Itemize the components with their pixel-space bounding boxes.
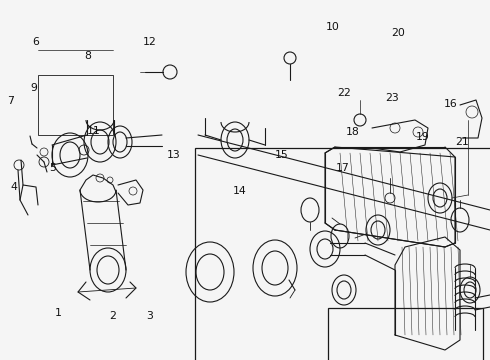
Text: 1: 1: [54, 308, 61, 318]
Text: 5: 5: [49, 163, 56, 174]
Text: 21: 21: [455, 137, 468, 147]
Text: 10: 10: [326, 22, 340, 32]
Text: 14: 14: [233, 186, 247, 196]
Text: 2: 2: [109, 311, 116, 321]
Text: 15: 15: [275, 150, 289, 160]
Text: 7: 7: [7, 96, 14, 106]
Text: 17: 17: [336, 163, 350, 174]
Text: 9: 9: [30, 83, 37, 93]
Bar: [38, 75, 113, 135]
Text: 6: 6: [32, 37, 39, 48]
Bar: [195, 148, 490, 360]
Text: 3: 3: [146, 311, 153, 321]
Text: 23: 23: [385, 93, 399, 103]
Bar: [328, 308, 483, 360]
Text: 13: 13: [167, 150, 181, 160]
Text: 19: 19: [416, 132, 429, 142]
Text: 11: 11: [87, 126, 101, 136]
Text: 4: 4: [10, 182, 17, 192]
Text: 18: 18: [346, 127, 360, 138]
Text: 22: 22: [337, 88, 351, 98]
Text: 12: 12: [143, 37, 156, 48]
Text: 8: 8: [84, 51, 91, 61]
Text: 16: 16: [444, 99, 458, 109]
Text: 20: 20: [391, 28, 405, 38]
